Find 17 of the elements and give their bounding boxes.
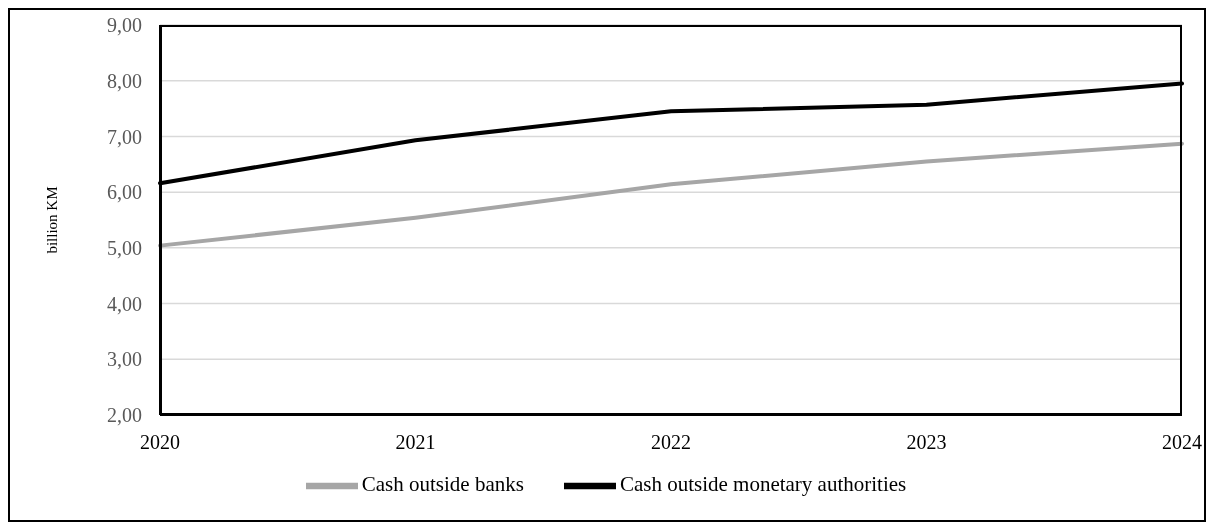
y-tick-label: 3,00 xyxy=(107,348,142,371)
x-tick-label: 2023 xyxy=(906,431,947,454)
y-tick-label: 5,00 xyxy=(107,236,142,259)
y-tick-label: 2,00 xyxy=(107,404,142,427)
y-tick-label: 9,00 xyxy=(107,14,142,37)
x-tick-label: 2020 xyxy=(140,431,180,454)
x-tick-label: 2022 xyxy=(651,431,691,454)
y-axis-title: billion KM xyxy=(44,186,61,254)
line-series xyxy=(158,141,1184,248)
y-tick-label: 6,00 xyxy=(107,181,142,204)
x-tick-label: 2024 xyxy=(1162,431,1202,454)
legend-label: Cash outside monetary authorities xyxy=(619,471,907,496)
y-tick-label: 7,00 xyxy=(107,125,142,148)
x-tick-label: 2021 xyxy=(395,431,436,454)
legend-label: Cash outside banks xyxy=(361,471,524,496)
y-tick-label: 4,00 xyxy=(107,292,142,315)
y-tick-label: 8,00 xyxy=(107,69,142,92)
